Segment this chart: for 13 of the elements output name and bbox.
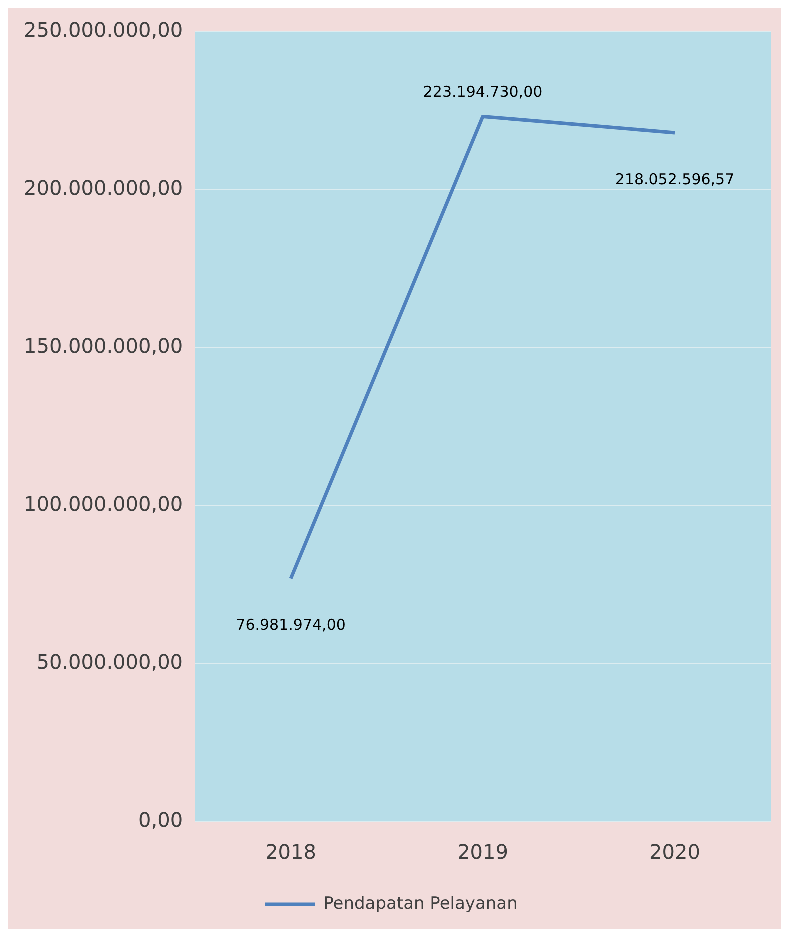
legend-label: Pendapatan Pelayanan <box>324 894 518 914</box>
y-tick-label: 0,00 <box>138 808 184 832</box>
data-label: 76.981.974,00 <box>236 616 346 634</box>
y-tick-label: 150.000.000,00 <box>24 334 184 358</box>
y-tick-label: 250.000.000,00 <box>24 18 184 42</box>
y-tick-label: 200.000.000,00 <box>24 176 184 200</box>
x-tick-label: 2018 <box>266 840 316 864</box>
data-label: 223.194.730,00 <box>423 83 543 102</box>
x-tick-label: 2020 <box>650 840 700 864</box>
x-tick-label: 2019 <box>458 840 508 864</box>
y-tick-label: 100.000.000,00 <box>24 492 184 516</box>
data-label: 218.052.596,57 <box>615 170 735 188</box>
y-tick-label: 50.000.000,00 <box>36 650 184 674</box>
